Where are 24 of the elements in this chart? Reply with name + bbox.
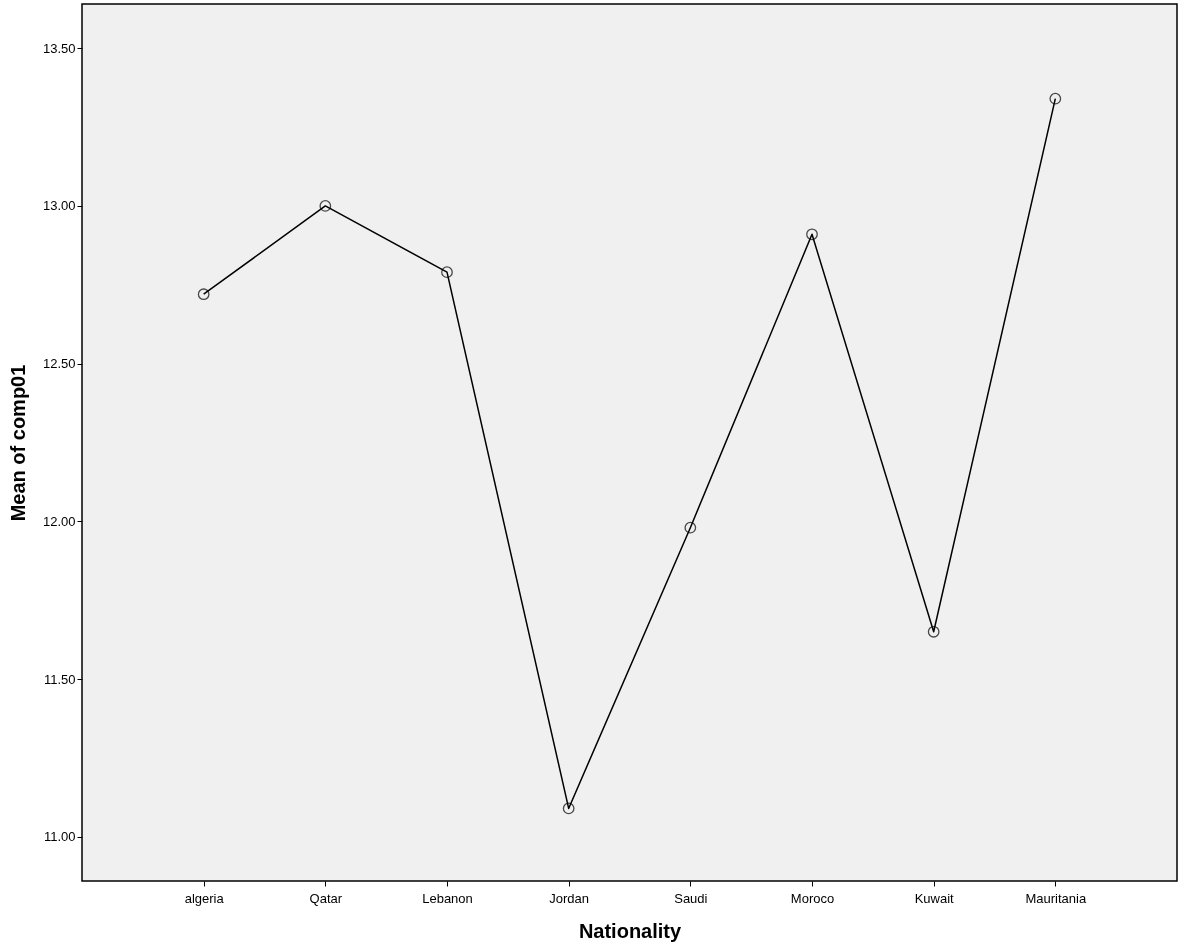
point bbox=[197, 288, 210, 301]
point bbox=[319, 200, 332, 212]
x-tick-label: Mauritania bbox=[1025, 890, 1087, 906]
x-tick-label: Kuwait bbox=[914, 890, 955, 906]
x-tick-label: Qatar bbox=[309, 890, 343, 906]
y-tick-label: 12.00 bbox=[42, 513, 76, 529]
y-axis-title: Mean of comp01 bbox=[6, 364, 29, 522]
y-tick-label: 12.50 bbox=[42, 356, 76, 372]
point bbox=[806, 228, 818, 241]
point bbox=[927, 625, 940, 638]
x-axis-title: Nationality bbox=[578, 919, 682, 942]
x-tick-label: Saudi bbox=[674, 890, 708, 906]
x-tick-label: Lebanon bbox=[422, 890, 473, 906]
point bbox=[441, 266, 453, 279]
point bbox=[1049, 92, 1062, 105]
y-tick-label: 11.50 bbox=[43, 671, 76, 687]
y-tick-label: 13.00 bbox=[42, 198, 76, 214]
point bbox=[562, 802, 575, 815]
x-tick-label: algeria bbox=[184, 890, 225, 906]
point bbox=[684, 521, 697, 534]
y-tick-label: 13.50 bbox=[42, 40, 76, 56]
x-tick-label: Moroco bbox=[790, 890, 835, 906]
y-tick-label: 11.00 bbox=[43, 829, 76, 845]
x-tick-label: Jordan bbox=[549, 890, 590, 906]
